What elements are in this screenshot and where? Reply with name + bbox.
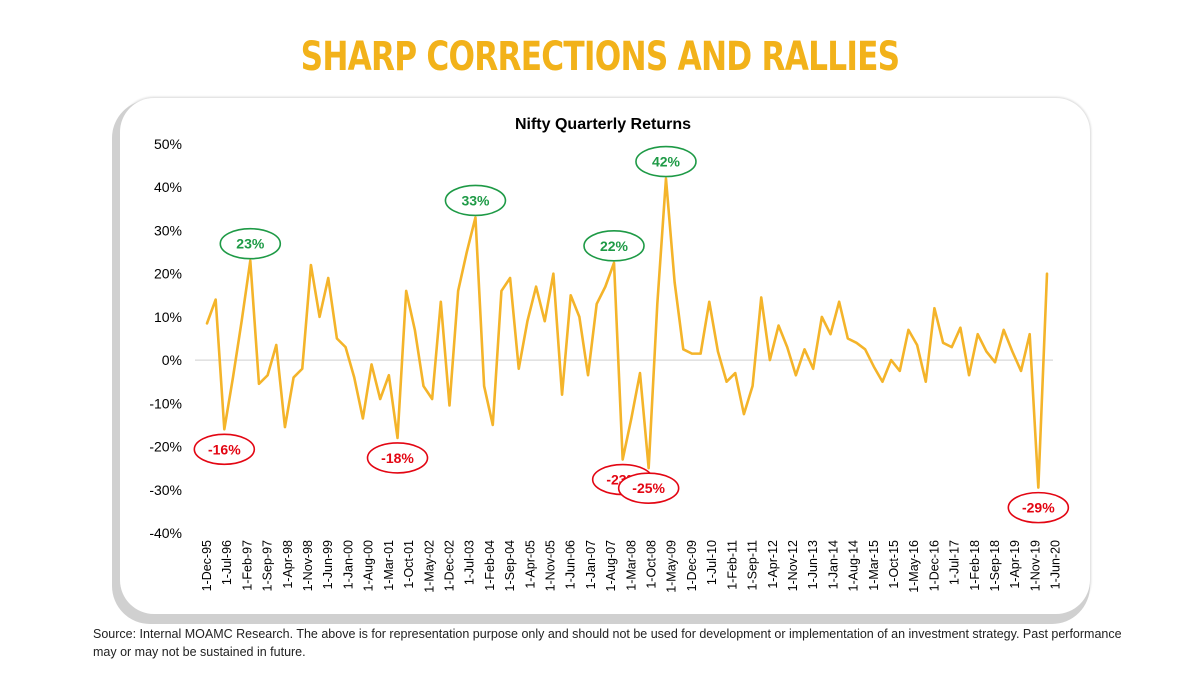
x-tick-label: 1-Sep-18: [988, 540, 1002, 591]
x-tick-label: 1-Nov-05: [544, 540, 558, 591]
rally-callout: 33%: [444, 184, 507, 217]
callout-ellipse: [1007, 491, 1070, 524]
x-tick-label: 1-Nov-19: [1028, 540, 1042, 591]
callout-label: -25%: [632, 480, 665, 496]
y-tick-label: 50%: [154, 136, 182, 152]
x-tick-label: 1-Jun-20: [1049, 540, 1063, 589]
x-tick-label: 1-Feb-04: [483, 540, 497, 591]
x-tick-label: 1-May-02: [422, 540, 436, 593]
x-tick-label: 1-Jun-13: [806, 540, 820, 589]
rally-callout: 23%: [219, 227, 282, 260]
callout-ellipse: [219, 227, 282, 260]
y-tick-label: -40%: [149, 525, 182, 541]
x-tick-label: 1-Feb-11: [725, 540, 739, 590]
callout-label: 33%: [461, 192, 490, 208]
chart-title: Nifty Quarterly Returns: [515, 116, 691, 133]
x-tick-label: 1-Feb-18: [968, 540, 982, 591]
y-tick-label: 0%: [162, 352, 182, 368]
x-tick-label: 1-Sep-11: [746, 540, 760, 591]
x-axis: 1-Dec-95 1-Jul-96 1-Feb-97 1-Sep-97 1-Apr-98…: [200, 540, 1063, 593]
source-note: Source: Internal MOAMC Research. The abo…: [93, 627, 1122, 659]
y-tick-label: -30%: [149, 482, 182, 498]
x-tick-label: 1-Sep-04: [503, 540, 517, 591]
callout-ellipse: [583, 230, 645, 262]
x-tick-label: 1-Aug-07: [604, 540, 618, 591]
x-tick-label: 1-Jun-99: [321, 540, 335, 589]
x-tick-label: 1-Mar-15: [867, 540, 881, 591]
x-tick-label: 1-Jul-03: [463, 540, 477, 585]
y-tick-label: -10%: [149, 395, 182, 411]
callout-ellipse: [617, 472, 680, 504]
callout-ellipse: [635, 145, 697, 178]
y-tick-label: 30%: [154, 222, 182, 238]
x-tick-label: 1-Dec-09: [685, 540, 699, 591]
x-tick-label: 1-Mar-08: [624, 540, 638, 591]
x-tick-label: 1-Apr-98: [281, 540, 295, 589]
callout-label: -29%: [1022, 500, 1055, 516]
plot-area: [195, 177, 1053, 489]
rally-callout: 42%: [635, 145, 697, 178]
x-tick-label: 1-Nov-98: [301, 540, 315, 591]
callout-ellipse: [366, 442, 429, 474]
page-title: SHARP CORRECTIONS AND RALLIES: [300, 34, 901, 80]
x-tick-label: 1-Oct-08: [645, 540, 659, 589]
callout-ellipse: [193, 433, 256, 466]
x-tick-label: 1-Jul-96: [220, 540, 234, 585]
callout-label: -16%: [208, 441, 241, 457]
correction-callout: -29%: [1007, 491, 1070, 524]
x-tick-label: 1-Nov-12: [786, 540, 800, 591]
callout-label: 23%: [236, 236, 265, 252]
x-tick-label: 1-Jul-10: [705, 540, 719, 585]
callout-ellipse: [444, 184, 507, 217]
x-tick-label: 1-Dec-16: [927, 540, 941, 591]
x-tick-label: 1-Jul-17: [948, 540, 962, 585]
y-tick-label: -20%: [149, 439, 182, 455]
correction-callout: -16%: [193, 433, 256, 466]
x-tick-label: 1-Apr-12: [766, 540, 780, 589]
x-tick-label: 1-Aug-00: [362, 540, 376, 591]
y-tick-label: 10%: [154, 309, 182, 325]
x-tick-label: 1-May-09: [665, 540, 679, 593]
x-tick-label: 1-Jan-14: [826, 540, 840, 589]
series-line: [205, 177, 1049, 489]
x-tick-label: 1-Oct-01: [402, 540, 416, 589]
x-tick-label: 1-Sep-97: [261, 540, 275, 591]
x-tick-label: 1-Dec-95: [200, 540, 214, 591]
y-tick-label: 40%: [154, 179, 182, 195]
x-tick-label: 1-Jun-06: [564, 540, 578, 589]
y-axis: 50% 40% 30% 20% 10% 0% -10% -20% -30% -40%: [149, 136, 182, 541]
correction-callout: -25%: [617, 472, 680, 504]
callout-label: -18%: [381, 450, 414, 466]
correction-callout: -18%: [366, 442, 429, 474]
x-tick-label: 1-May-16: [907, 540, 921, 593]
y-tick-label: 20%: [154, 266, 182, 282]
x-tick-label: 1-Dec-02: [442, 540, 456, 591]
x-tick-label: 1-Feb-97: [240, 540, 254, 591]
x-tick-label: 1-Jan-07: [584, 540, 598, 589]
callout-label: 22%: [600, 238, 629, 254]
callout-label: 42%: [652, 154, 681, 170]
x-tick-label: 1-Apr-19: [1008, 540, 1022, 589]
rally-callout: 22%: [583, 230, 645, 262]
x-tick-label: 1-Apr-05: [523, 540, 537, 589]
x-tick-label: 1-Oct-15: [887, 540, 901, 589]
x-tick-label: 1-Aug-14: [847, 540, 861, 591]
x-tick-label: 1-Jan-00: [341, 540, 355, 589]
x-tick-label: 1-Mar-01: [382, 540, 396, 591]
annotations: 23%-16%-18%33%22%-23%42%-25%-29%: [193, 145, 1070, 524]
